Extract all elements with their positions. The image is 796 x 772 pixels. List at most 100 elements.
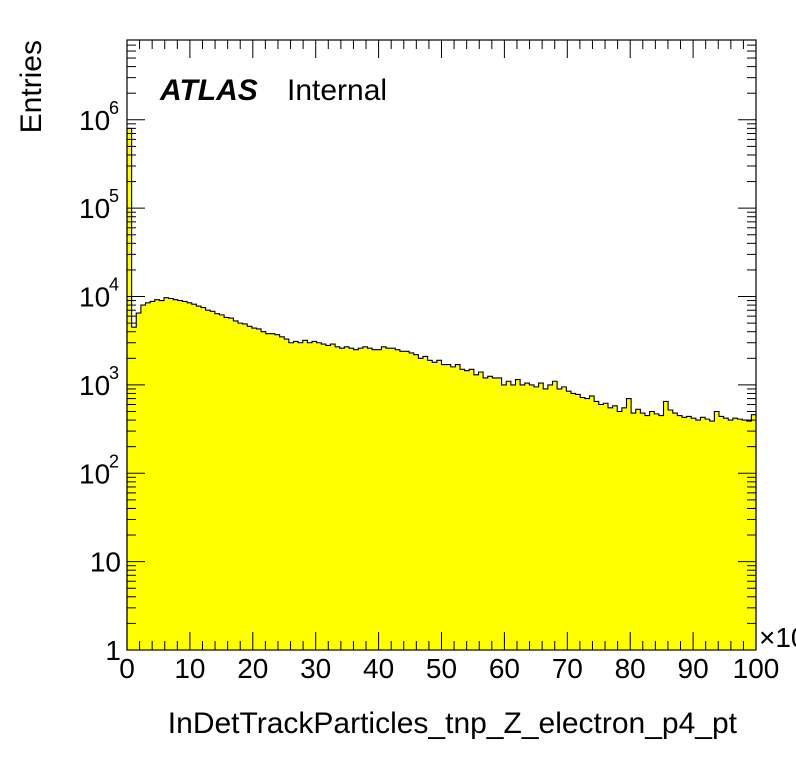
histogram-bin [432, 362, 438, 650]
histogram-bin [247, 326, 253, 650]
histogram-bin [302, 340, 308, 650]
histogram-bin [705, 419, 711, 650]
histogram-bin [510, 384, 516, 650]
histogram-bin [506, 381, 512, 650]
histogram-bin [645, 415, 650, 650]
histogram-bin [367, 348, 373, 650]
y-tick-label: 10 [79, 193, 110, 224]
x-tick-label: 80 [615, 653, 646, 684]
histogram-bin [404, 351, 410, 650]
histogram-bin [344, 346, 350, 650]
histogram-bin [399, 351, 405, 650]
histogram-bin [413, 354, 419, 650]
y-tick-label: 10 [79, 105, 110, 136]
x-tick-label: 50 [426, 653, 457, 684]
histogram-bin [446, 364, 452, 650]
y-tick-label: 1 [105, 635, 121, 666]
histogram-bin [566, 391, 572, 650]
histogram-bin [580, 397, 586, 650]
histogram-bin [395, 349, 401, 650]
histogram-bin [612, 405, 618, 650]
histogram-bin [275, 334, 280, 650]
histogram-bin [436, 360, 442, 650]
histogram-bin [279, 336, 285, 650]
histogram-bin [497, 377, 502, 650]
histogram-bin [751, 414, 757, 650]
histogram-bin [732, 418, 738, 650]
histogram-bin [557, 388, 563, 650]
histogram-bin [658, 415, 664, 650]
histogram-bin [719, 416, 724, 650]
histogram-bin [621, 407, 627, 650]
histogram-bin [330, 344, 336, 650]
internal-label: Internal [287, 74, 387, 107]
histogram-bin [547, 384, 553, 650]
histogram-bin [154, 299, 160, 650]
histogram-bin [608, 407, 613, 650]
histogram-bin [358, 348, 364, 650]
histogram-bin [492, 377, 498, 650]
histogram-bin [441, 364, 447, 650]
histogram-bin [534, 386, 539, 650]
histogram-bin [575, 394, 581, 650]
histogram-bin [164, 297, 169, 650]
histogram-bin [635, 409, 641, 650]
histogram-bin [677, 415, 683, 650]
histogram-bin [543, 388, 549, 650]
histogram-bin [335, 346, 341, 650]
x-tick-label: 20 [237, 653, 268, 684]
histogram-bin [293, 341, 299, 650]
histogram-bin [131, 327, 137, 650]
histogram-bin [140, 305, 146, 650]
histogram-bin [640, 413, 646, 650]
histogram-bin [168, 298, 174, 650]
histogram-bin [700, 417, 706, 650]
y-tick-exponent: 4 [109, 275, 119, 295]
histogram-bin [418, 358, 424, 650]
histogram-bin [316, 342, 322, 650]
histogram-bin [483, 377, 489, 650]
histogram-bin [524, 383, 530, 650]
x-tick-label: 0 [119, 653, 135, 684]
histogram-bin [450, 366, 456, 650]
histogram-bin [261, 331, 267, 650]
histogram-layer [126, 127, 757, 651]
histogram-bin [478, 371, 484, 650]
histogram-bin [321, 344, 327, 650]
y-tick-exponent: 3 [109, 363, 119, 383]
histogram-bin [598, 404, 604, 650]
histogram-bin [386, 348, 391, 650]
histogram-bin [136, 313, 142, 650]
histogram-bin [288, 342, 294, 650]
histogram-bin [349, 348, 354, 650]
histogram-bin [529, 384, 535, 650]
histogram-bin [538, 383, 544, 650]
x-tick-label: 40 [363, 653, 394, 684]
y-tick-label: 10 [79, 282, 110, 313]
y-axis-title: Entries [15, 40, 48, 133]
histogram-bin [214, 313, 220, 650]
histogram-bin [201, 307, 206, 650]
y-tick-label: 10 [79, 370, 110, 401]
histogram-outline [126, 127, 757, 650]
histogram-bin [473, 374, 479, 650]
x-axis-title: InDetTrackParticles_tnp_Z_electron_p4_pt [168, 707, 738, 740]
histogram-bin [714, 411, 720, 650]
histogram-bin [487, 376, 493, 650]
histogram-bin [265, 333, 271, 650]
histogram-bin [182, 301, 188, 650]
histogram-bin [668, 409, 674, 650]
histogram-bin [159, 300, 165, 650]
histogram-bin [723, 418, 729, 650]
histogram-bin [325, 345, 331, 650]
histogram-bin [390, 348, 396, 650]
y-tick-label: 10 [79, 458, 110, 489]
histogram-bin [312, 341, 317, 650]
histogram-bin [672, 413, 678, 650]
histogram-bin [339, 348, 345, 650]
histogram-bin [233, 320, 239, 650]
x-tick-label: 60 [489, 653, 520, 684]
histogram-bin [561, 386, 567, 650]
histogram-bin [150, 301, 156, 650]
